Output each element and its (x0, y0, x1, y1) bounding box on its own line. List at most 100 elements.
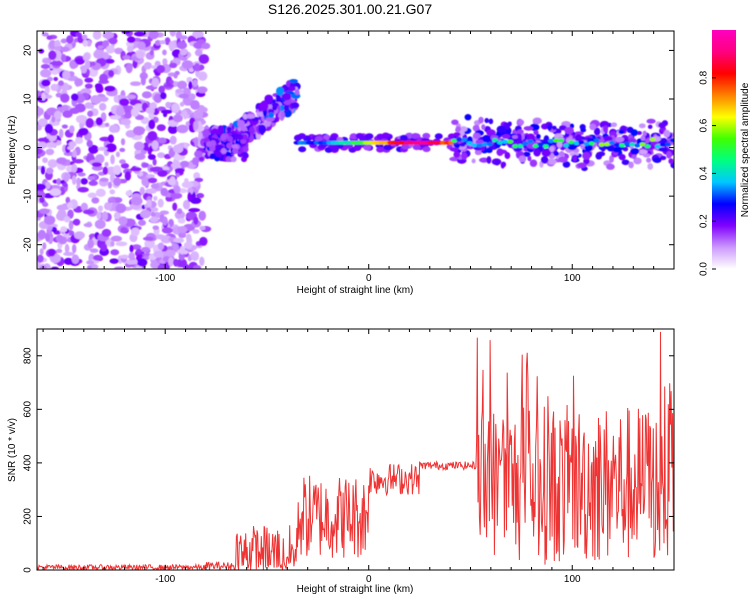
noisy-blob (472, 125, 478, 132)
noisy-blob (610, 122, 618, 128)
noise-blob (179, 35, 188, 40)
noise-blob (71, 175, 77, 186)
noise-blob (157, 137, 167, 144)
noisy-blob (603, 136, 613, 142)
noisy-core (496, 140, 503, 145)
noise-blob (151, 140, 159, 151)
noise-blob (84, 83, 93, 89)
noise-blob (62, 70, 71, 80)
noisy-blob (523, 126, 534, 131)
noise-blob (109, 189, 116, 195)
noisy-blob (572, 154, 578, 162)
noise-blob (97, 205, 104, 212)
ramp-blob (210, 140, 217, 147)
noise-blob (119, 147, 126, 153)
noise-blob (175, 172, 180, 178)
noisy-core (583, 141, 590, 146)
y-tick-label: 600 (23, 401, 34, 418)
noise-blob (188, 81, 193, 90)
noise-blob (113, 211, 121, 220)
noisy-blob (628, 138, 637, 144)
noisy-core (461, 137, 468, 142)
noise-blob (138, 219, 146, 226)
noisy-blob (658, 122, 666, 129)
line-halo (383, 144, 392, 151)
noisy-core (563, 143, 570, 148)
ramp-blob (237, 119, 245, 128)
noisy-blob (612, 147, 621, 153)
noise-blob (50, 266, 59, 269)
noisy-core (624, 141, 631, 146)
noisy-core (517, 143, 524, 148)
y-tick-label: 0 (23, 144, 34, 150)
noise-blob (147, 154, 156, 160)
noise-blob (47, 159, 58, 168)
noise-blob (87, 175, 95, 181)
noisy-core (507, 139, 514, 144)
noise-blob (37, 137, 50, 143)
noise-blob (97, 146, 108, 151)
noise-blob (173, 73, 178, 79)
noise-blob (162, 216, 168, 226)
noisy-blob (496, 148, 504, 156)
noisy-blob (659, 155, 667, 161)
noise-blob (51, 226, 57, 233)
noisy-blob (671, 150, 674, 155)
noisy-blob (633, 157, 642, 165)
noise-blob (72, 159, 84, 164)
noise-blob (150, 183, 160, 189)
noisy-core (451, 138, 458, 143)
noise-blob (88, 144, 99, 154)
noise-blob (37, 147, 43, 155)
noise-blob (143, 61, 152, 70)
noise-blob (45, 233, 50, 243)
noise-blob (130, 107, 139, 118)
noise-blob (107, 181, 113, 189)
noisy-blob (564, 126, 574, 135)
noisy-blob (482, 134, 491, 143)
x-tick-label: 100 (564, 273, 581, 284)
noise-blob (153, 195, 158, 201)
noisy-blob (638, 123, 646, 129)
snr-border (36, 328, 675, 571)
ramp-blob (279, 104, 285, 112)
noise-blob (105, 143, 117, 153)
noisy-core (634, 143, 641, 148)
noise-blob (53, 46, 62, 51)
x-tick-label: -100 (155, 273, 175, 284)
ramp-blob (271, 102, 279, 107)
noise-blob (160, 235, 172, 244)
noisy-blob (451, 119, 459, 125)
noisy-blob (461, 152, 468, 160)
noise-blob (115, 107, 125, 117)
noise-blob (168, 40, 176, 51)
noisy-blob (532, 117, 542, 125)
noise-blob (60, 53, 67, 63)
noisy-blob (496, 125, 506, 134)
noise-blob (84, 102, 93, 109)
noise-blob (169, 31, 176, 37)
line-halo (293, 134, 302, 141)
noisy-blob (618, 129, 625, 135)
noise-blob (51, 61, 64, 66)
noisy-core (619, 143, 626, 148)
noise-blob (136, 50, 145, 59)
noisy-blob (646, 118, 656, 124)
noise-blob (167, 178, 176, 186)
line-halo (376, 133, 385, 140)
noise-blob (171, 103, 180, 114)
noise-blob (40, 165, 46, 175)
line-halo (298, 146, 307, 153)
noise-blob (64, 243, 70, 254)
noise-blob (167, 124, 178, 134)
noisy-core (649, 137, 656, 142)
noise-blob (37, 254, 44, 263)
noise-blob (130, 196, 143, 206)
noise-blob (60, 38, 68, 44)
noisy-core (558, 138, 565, 143)
noise-blob (73, 231, 85, 240)
noise-blob (44, 85, 50, 95)
noise-blob (95, 188, 106, 197)
noise-blob (178, 93, 190, 99)
noise-blob (113, 266, 125, 269)
